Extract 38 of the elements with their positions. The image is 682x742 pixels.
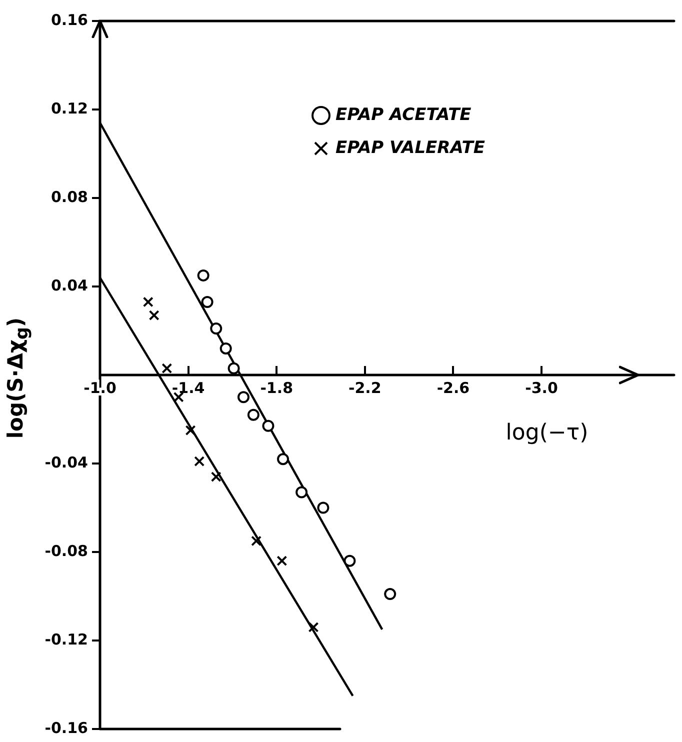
x-tick-label: -1.8: [260, 378, 294, 397]
point: [185, 425, 196, 436]
y-tick-label: 0.08: [50, 188, 88, 206]
point: [228, 362, 240, 374]
legend-label: EPAP ACETATE: [336, 104, 472, 125]
x-tick-label: -1.4: [172, 378, 205, 397]
point: [220, 342, 232, 354]
point: [344, 554, 356, 567]
point: [277, 453, 290, 466]
x-tick-label: -2.6: [436, 378, 470, 397]
point: [251, 536, 262, 546]
legend-label: EPAP VALERATE: [336, 138, 486, 158]
point: [317, 502, 330, 514]
point: [162, 363, 172, 374]
y-tick-label: -0.04: [44, 453, 88, 472]
point: [384, 588, 396, 600]
point: [276, 556, 288, 566]
point: [148, 310, 160, 321]
x-tick-label: -2.2: [348, 378, 382, 397]
x-axis-title: log(−τ): [506, 420, 588, 446]
point: [210, 472, 222, 482]
y-tick-label: -0.16: [44, 718, 88, 737]
point: [262, 420, 274, 432]
point: [201, 296, 214, 308]
y-tick-label: -0.12: [44, 630, 88, 648]
point: [296, 486, 308, 498]
point: [194, 456, 205, 467]
y-tick-label: 0.12: [50, 99, 88, 118]
x-tick-label: -3.0: [525, 378, 558, 397]
point: [247, 408, 260, 421]
point: [238, 391, 250, 404]
y-tick-label: 0.16: [50, 10, 88, 29]
point: [142, 296, 154, 308]
y-tick-label: -0.08: [44, 542, 88, 560]
y-tick-label: 0.04: [50, 276, 88, 294]
point: [197, 269, 210, 282]
point: [210, 322, 222, 335]
point: [308, 622, 319, 632]
